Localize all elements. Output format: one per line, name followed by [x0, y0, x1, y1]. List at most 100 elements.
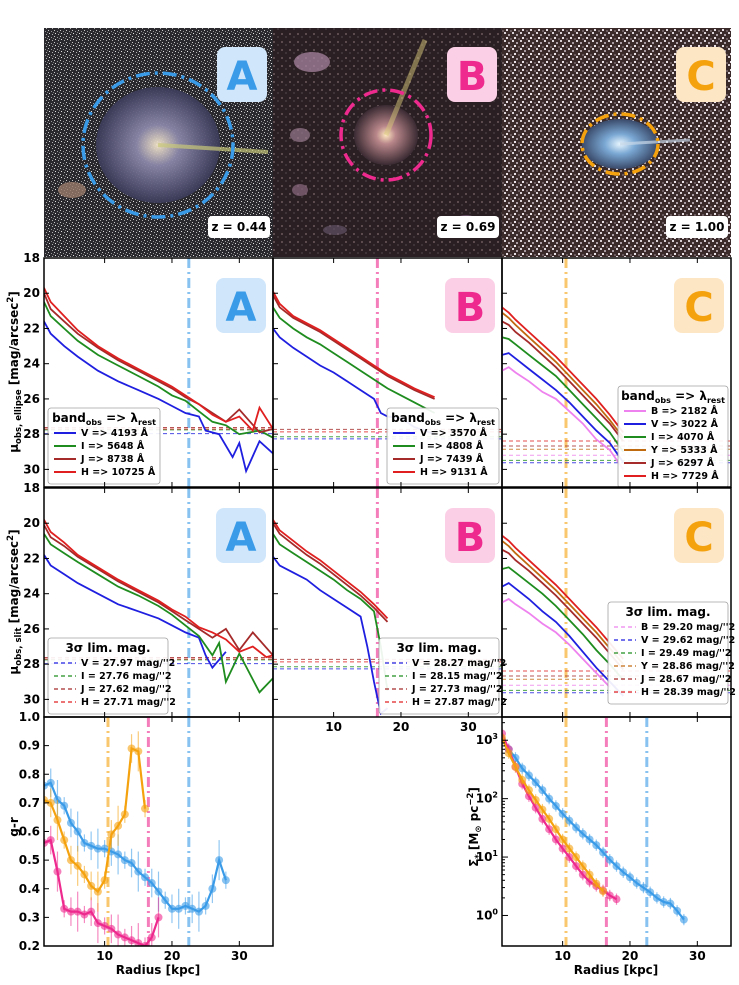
legend-title: 3σ lim. mag. — [625, 605, 710, 619]
series-line-B_band — [502, 597, 611, 688]
legend-item-H: H = 28.39 mag/''2 — [641, 687, 736, 698]
y-tick-label: 102 — [476, 791, 498, 806]
y-tick-base: 10 — [476, 792, 493, 806]
point-A — [666, 899, 675, 908]
y-tick-label: 0.3 — [19, 910, 40, 924]
point-C — [511, 762, 520, 771]
point-B — [572, 862, 581, 871]
point-A — [134, 867, 143, 876]
point-A — [46, 778, 55, 787]
point-C — [599, 887, 608, 896]
y-tick-label: 101 — [476, 849, 499, 864]
point-C — [551, 825, 560, 834]
legend-title-part: => λ — [102, 411, 138, 425]
point-A — [578, 829, 587, 838]
point-B — [578, 870, 587, 879]
point-A — [215, 856, 224, 865]
xlabel-gr: Radius [kpc] — [116, 963, 201, 977]
legend-box — [47, 407, 161, 485]
point-A — [147, 879, 156, 888]
point-C — [545, 814, 554, 823]
y-tick-base: 10 — [476, 850, 493, 864]
point-C — [60, 836, 69, 845]
y-tick-label: 18 — [23, 251, 40, 265]
y-tick-label: 0.9 — [19, 739, 40, 753]
point-B — [585, 877, 594, 886]
point-C — [504, 749, 513, 758]
point-B — [66, 907, 75, 916]
point-A — [181, 901, 190, 910]
image-panel-c: C z = 1.00 — [502, 28, 731, 257]
svg-text:Σ* [M⊙ pc−2]: Σ* [M⊙ pc−2] — [466, 787, 484, 867]
aperture-ellipse-a — [81, 71, 235, 219]
point-A — [531, 778, 540, 787]
badge-c — [676, 47, 726, 102]
series-line-A — [502, 739, 685, 921]
legend-title-part: band — [391, 411, 425, 425]
legend-title: bandobs => λrest — [391, 411, 495, 427]
legend-item-V: V => 3570 Å — [420, 428, 488, 439]
point-B — [605, 891, 614, 900]
point-A — [80, 838, 89, 847]
point-C — [524, 786, 533, 795]
y-tick-label: 26 — [23, 392, 40, 406]
legend-item-I: I = 28.15 mag/''2 — [412, 671, 502, 682]
legend-item-H: H = 27.71 mag/''2 — [81, 697, 176, 708]
point-A — [141, 873, 150, 882]
x-tick-label: 30 — [231, 949, 248, 963]
point-C — [558, 835, 567, 844]
x-tick-label: 20 — [164, 949, 181, 963]
legend-item-H: H => 7729 Å — [651, 471, 719, 482]
legend-title-part: rest — [477, 418, 495, 427]
point-A — [524, 771, 533, 780]
panel-badge-C — [674, 508, 724, 563]
y-tick-exp: 1 — [492, 849, 498, 858]
point-B — [134, 939, 143, 946]
y-tick-label: 24 — [23, 587, 40, 601]
axes-frame — [501, 257, 732, 488]
series-line-B_band — [502, 366, 624, 470]
ylabel-ellipse-main: μ — [7, 444, 21, 453]
y-tick-label: 22 — [23, 551, 40, 565]
series-line-I — [44, 301, 273, 439]
point-A — [592, 841, 601, 850]
panel-mu_slit_B: B 3σ lim. mag. V = 28.27 mag/''2 I = 28.15 … — [272, 487, 507, 734]
point-B — [46, 836, 55, 845]
point-A — [201, 901, 210, 910]
y-tick-label: 30 — [23, 692, 40, 706]
legend-item-I: I => 4808 Å — [420, 441, 484, 452]
series-line-J — [502, 320, 624, 442]
x-tick-label: 10 — [96, 949, 113, 963]
panel-badge-label-C: C — [684, 515, 713, 561]
point-C — [100, 876, 109, 885]
x-tick-label: 30 — [460, 720, 477, 734]
point-B — [93, 919, 102, 928]
panel-badge-label-A: A — [226, 285, 257, 331]
legend-item-V: V = 29.62 mag/''2 — [641, 635, 735, 646]
ylabel-gr: g-r — [7, 817, 21, 837]
image-panel-b: B z = 0.69 — [273, 28, 502, 257]
plot-area-gr_color — [44, 717, 230, 946]
x-tick-label: 20 — [393, 720, 410, 734]
point-A — [639, 883, 648, 892]
point-A — [127, 858, 136, 867]
legend-title-part: => λ — [441, 411, 477, 425]
svg-text:g-r: g-r — [7, 817, 21, 837]
x-tick-label: 20 — [622, 949, 639, 963]
point-C — [572, 853, 581, 862]
series-line-I — [44, 533, 273, 694]
series-line-H — [273, 519, 389, 620]
series-line-J — [502, 548, 624, 670]
panel-mu_slit_A: A 3σ lim. mag. V = 27.97 mag/''2 I = 27.76 … — [23, 481, 274, 718]
badge-b-label: B — [457, 54, 488, 100]
point-A — [114, 850, 123, 859]
series-line-I — [502, 566, 624, 681]
legend-title-part: band — [52, 411, 86, 425]
legend-item-B_band: B = 29.20 mag/''2 — [641, 622, 735, 633]
badge-a-label: A — [227, 54, 258, 100]
x-tick-label: 30 — [689, 949, 706, 963]
point-B — [107, 924, 116, 933]
